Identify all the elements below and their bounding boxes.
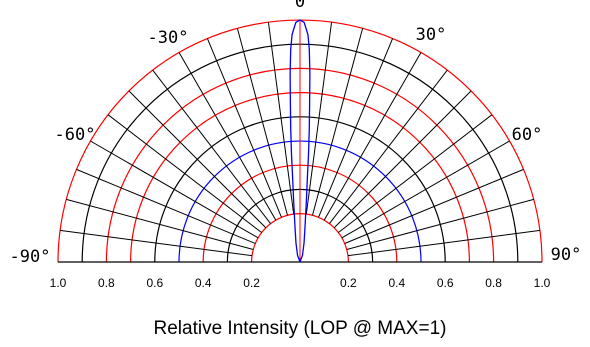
- polar-spoke: [267, 22, 295, 215]
- polar-spoke: [66, 198, 254, 250]
- polar-spoke: [333, 90, 472, 229]
- angle-label: -30°: [148, 28, 189, 48]
- polar-spoke: [206, 38, 282, 218]
- polar-spoke: [128, 90, 267, 229]
- radial-tick-label: 0.8: [98, 276, 115, 290]
- radial-tick-label: 0.2: [340, 276, 357, 290]
- polar-spoke: [305, 22, 333, 215]
- radial-tick-label: 0.4: [195, 276, 212, 290]
- polar-spoke: [178, 52, 277, 221]
- polar-spoke: [60, 229, 253, 257]
- radial-tick-label: 0.8: [485, 276, 502, 290]
- angle-labels: 0 -30° 30° -60° 60° -90° 90°: [10, 0, 582, 267]
- angle-label: 60°: [512, 125, 543, 145]
- polar-spoke: [323, 52, 422, 221]
- angle-label: -60°: [55, 125, 96, 145]
- x-axis-label: Relative Intensity (LOP @ MAX=1): [154, 318, 447, 339]
- polar-spoke: [347, 229, 540, 257]
- intensity-curve: [289, 19, 311, 263]
- polar-spoke: [107, 114, 262, 233]
- radial-tick-label: 1.0: [50, 276, 67, 290]
- polar-spoke: [341, 140, 510, 239]
- polar-spoke: [312, 28, 364, 216]
- polar-spoke: [236, 28, 288, 216]
- angle-label: -90°: [10, 247, 51, 267]
- polar-spoke: [329, 69, 448, 224]
- radial-labels: 1.0 0.8 0.6 0.4 0.2 0.2 0.4 0.6 0.8 1.0: [50, 276, 551, 290]
- angle-label: 90°: [551, 245, 582, 265]
- polar-spoke: [318, 38, 394, 218]
- polar-spoke: [76, 168, 256, 244]
- polar-spokes: [60, 20, 540, 262]
- angle-label: 30°: [416, 25, 447, 45]
- radial-tick-label: 0.4: [388, 276, 405, 290]
- polar-spoke: [344, 168, 524, 244]
- polar-spoke: [346, 198, 534, 250]
- radial-tick-label: 0.2: [243, 276, 260, 290]
- angle-label: 0: [295, 0, 305, 12]
- polar-spoke: [338, 114, 493, 233]
- polar-spoke: [152, 69, 271, 224]
- radial-tick-label: 0.6: [437, 276, 454, 290]
- polar-spoke: [90, 140, 259, 239]
- radial-tick-label: 0.6: [146, 276, 163, 290]
- radial-tick-label: 1.0: [534, 276, 551, 290]
